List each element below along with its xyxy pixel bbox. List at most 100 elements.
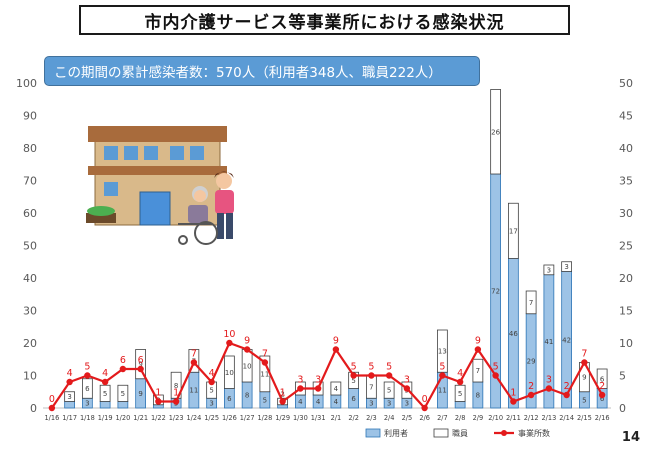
facilities-label: 0: [49, 394, 55, 405]
bar-staff-label: 13: [438, 348, 447, 356]
facilities-label: 3: [297, 375, 303, 386]
facilities-label: 4: [457, 368, 463, 379]
y-left-tick-label: 20: [23, 337, 37, 350]
bar-staff-label: 4: [334, 385, 339, 393]
bar-staff-label: 5: [458, 390, 462, 398]
facilities-point: [598, 391, 606, 399]
y-right-tick-label: 45: [619, 110, 633, 123]
x-tick-label: 2/7: [437, 414, 448, 422]
bar-users-label: 29: [527, 357, 536, 365]
facilities-point: [119, 365, 127, 373]
facilities-point: [137, 365, 144, 373]
facilities-point: [155, 398, 162, 405]
x-tick-label: 2/16: [595, 414, 610, 422]
x-tick-label: 1/27: [240, 414, 255, 422]
facilities-point: [492, 372, 499, 379]
bar-staff-label: 9: [582, 374, 586, 382]
facilities-label: 7: [581, 349, 587, 360]
bar-staff: [454, 384, 466, 402]
legend-users-swatch: [365, 428, 381, 438]
facilities-point: [510, 398, 517, 405]
facilities-label: 6: [138, 355, 144, 366]
y-right-tick-label: 35: [619, 175, 633, 188]
x-tick-label: 2/13: [541, 414, 556, 422]
x-tick-label: 2/3: [366, 414, 377, 422]
bar-users-label: 72: [491, 288, 500, 296]
bar-users: [117, 401, 129, 409]
bar-staff: [348, 371, 359, 389]
x-tick-label: 1/25: [204, 414, 219, 422]
bar-staff-label: 5: [351, 377, 355, 385]
facilities-point: [261, 359, 269, 366]
x-tick-label: 1/28: [257, 414, 272, 422]
facilities-point: [456, 378, 464, 386]
facilities-point: [368, 372, 375, 379]
bar-staff-label: 5: [209, 387, 213, 395]
bar-users-label: 11: [189, 387, 198, 395]
y-left-tick-label: 40: [23, 272, 37, 285]
x-tick-label: 2/12: [524, 414, 539, 422]
bar-users-label: 41: [544, 338, 553, 346]
bar-staff: [135, 349, 146, 380]
bar-users: [153, 404, 164, 409]
facilities-label: 10: [223, 329, 235, 340]
facilities-label: 9: [244, 336, 250, 347]
facilities-point: [581, 359, 588, 366]
y-left-tick-label: 100: [16, 77, 37, 90]
bar-users-label: 9: [138, 390, 142, 398]
facilities-point: [48, 404, 56, 412]
facilities-label: 3: [315, 375, 321, 386]
bar-users-label: 3: [405, 400, 409, 408]
facilities-point: [563, 391, 570, 399]
x-tick-label: 2/11: [506, 414, 521, 422]
facilities-point: [385, 372, 393, 379]
elderly-care-building-illustration: [86, 126, 234, 245]
facilities-label: 7: [262, 349, 268, 360]
bar-staff-label: 7: [369, 383, 373, 391]
facilities-label: 2: [599, 381, 605, 392]
x-tick-label: 2/2: [348, 414, 359, 422]
page-number: 14: [621, 430, 640, 445]
bar-staff-label: 11: [260, 370, 269, 378]
bar-staff: [525, 290, 537, 315]
facilities-point: [279, 398, 286, 405]
bar-staff-label: 7: [476, 367, 480, 375]
x-tick-label: 2/5: [402, 414, 413, 422]
bar-staff-label: 5: [121, 390, 125, 398]
facilities-point: [527, 391, 535, 399]
facilities-label: 3: [404, 375, 410, 386]
facilities-point: [439, 372, 446, 379]
summary-callout: この期間の累計感染者数：570人（利用者348人、職員222人）: [44, 56, 480, 86]
x-tick-label: 2/9: [473, 414, 484, 422]
x-tick-label: 2/10: [488, 414, 503, 422]
y-left-tick-label: 0: [30, 402, 37, 415]
bar-users-label: 8: [476, 392, 480, 400]
bar-staff-label: 2: [280, 390, 284, 398]
x-tick-label: 2/1: [331, 414, 342, 422]
bar-staff-label: 3: [67, 393, 71, 401]
facilities-label: 4: [102, 368, 108, 379]
bar-staff-label: 10: [225, 369, 234, 377]
bar-users-label: 4: [334, 398, 339, 406]
x-tick-label: 1/22: [151, 414, 166, 422]
bar-staff-label: 6: [85, 385, 90, 393]
x-tick-label: 1/18: [80, 414, 95, 422]
facilities-point: [350, 372, 357, 379]
x-tick-label: 1/24: [186, 414, 201, 422]
bar-staff: [472, 358, 484, 383]
y-right-tick-label: 40: [619, 142, 633, 155]
facilities-point: [297, 385, 304, 392]
facilities-label: 1: [280, 388, 286, 399]
bar-users-label: 3: [387, 400, 391, 408]
facilities-label: 1: [155, 388, 161, 399]
facilities-label: 5: [493, 362, 499, 373]
facilities-line: [50, 341, 604, 410]
page-title: 市内介護サービス等事業所における感染状況: [144, 12, 505, 33]
x-tick-label: 2/14: [559, 414, 574, 422]
y-left-tick-label: 70: [23, 175, 37, 188]
x-tick-label: 1/20: [115, 414, 130, 422]
bar-staff-label: 7: [529, 299, 533, 307]
x-tick-label: 1/17: [62, 414, 77, 422]
facilities-point: [101, 378, 109, 386]
